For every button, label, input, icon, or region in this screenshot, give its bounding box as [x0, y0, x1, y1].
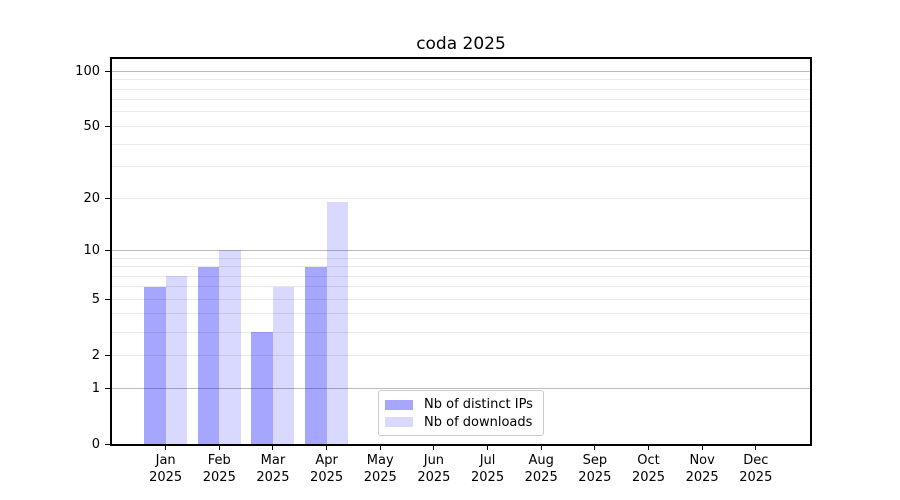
- bar-mar-distinct-ips: [251, 332, 273, 444]
- x-tick-sep: [594, 446, 596, 450]
- chart-title: coda 2025: [416, 34, 506, 54]
- legend-label-downloads: Nb of downloads: [424, 414, 533, 430]
- gridline-minor-4: [112, 313, 810, 315]
- bar-jan-downloads: [165, 276, 188, 444]
- gridline-minor-90: [112, 79, 810, 81]
- x-tick-oct: [648, 446, 649, 450]
- gridline-minor-50: [112, 125, 810, 127]
- gridline-minor-9: [112, 257, 810, 259]
- gridline-minor-70: [112, 99, 810, 101]
- x-tick-label-may: May 2025: [363, 453, 397, 485]
- x-tick-label-sep: Sep 2025: [578, 453, 612, 485]
- x-tick-jun: [433, 446, 435, 450]
- x-tick-nov: [701, 446, 703, 450]
- gridline-minor-80: [112, 88, 810, 90]
- gridline-minor-7: [112, 275, 810, 277]
- y-tick-2: [105, 354, 110, 356]
- gridline-minor-60: [112, 111, 810, 113]
- y-tick-label-50: 50: [83, 118, 100, 134]
- y-tick-label-0: 0: [91, 436, 100, 452]
- x-tick-label-aug: Aug 2025: [524, 453, 558, 485]
- y-tick-1: [105, 387, 110, 389]
- gridline-minor-30: [112, 166, 810, 168]
- y-tick-50: [105, 125, 110, 127]
- x-tick-label-nov: Nov 2025: [685, 453, 719, 485]
- gridline-minor-5: [112, 298, 810, 300]
- x-tick-aug: [540, 446, 542, 450]
- y-tick-10: [105, 249, 110, 251]
- y-tick-label-20: 20: [83, 190, 100, 206]
- x-tick-label-apr: Apr 2025: [310, 453, 344, 485]
- bar-apr-distinct-ips: [305, 266, 327, 444]
- gridline-minor-40: [112, 143, 810, 145]
- bar-feb-distinct-ips: [197, 266, 220, 444]
- bar-apr-downloads: [326, 202, 349, 444]
- legend: Nb of distinct IPs Nb of downloads: [378, 390, 544, 436]
- x-tick-label-mar: Mar 2025: [256, 453, 290, 485]
- x-tick-may: [379, 446, 381, 450]
- gridline-major-100: [112, 70, 810, 72]
- legend-swatch-distinct-ips: [385, 399, 413, 410]
- legend-swatch-downloads: [385, 417, 413, 428]
- x-tick-jul: [487, 446, 489, 450]
- x-tick-label-jul: Jul 2025: [471, 453, 505, 485]
- plot-area: 0 1 2 5 10 20 50 100 Dec 2025 Nov 2025 Oct 2025 Sep…: [75, 57, 812, 485]
- x-tick-jan: [165, 446, 167, 450]
- bar-mar-downloads: [272, 286, 295, 444]
- y-tick-5: [105, 298, 110, 300]
- y-tick-100: [105, 70, 110, 72]
- y-tick-label-10: 10: [83, 242, 100, 258]
- bar-feb-downloads: [219, 250, 241, 444]
- gridline-major-10: [112, 249, 810, 251]
- gridline-minor-6: [112, 286, 810, 288]
- gridline-minor-3: [112, 331, 810, 333]
- y-tick-label-1: 1: [91, 380, 100, 396]
- gridline-minor-8: [112, 266, 810, 267]
- y-tick-label-2: 2: [91, 347, 100, 363]
- y-tick-20: [105, 197, 110, 199]
- legend-item-distinct-ips: Nb of distinct IPs: [385, 396, 536, 414]
- x-tick-label-jan: Jan 2025: [149, 453, 183, 485]
- x-tick-label-dec: Dec 2025: [739, 453, 773, 485]
- x-tick-label-oct: Oct 2025: [631, 453, 666, 485]
- legend-label-distinct-ips: Nb of distinct IPs: [424, 397, 533, 413]
- gridline-major-1: [112, 387, 810, 389]
- y-tick-0: [105, 443, 110, 445]
- x-tick-mar: [272, 446, 274, 450]
- x-tick-dec: [755, 446, 757, 450]
- gridline-minor-20: [112, 197, 810, 199]
- bar-jan-distinct-ips: [144, 286, 166, 444]
- x-tick-feb: [218, 446, 220, 450]
- legend-item-downloads: Nb of downloads: [385, 414, 536, 432]
- gridline-minor-2: [112, 354, 810, 356]
- x-tick-label-feb: Feb 2025: [202, 453, 236, 485]
- y-tick-label-5: 5: [91, 291, 100, 307]
- y-tick-label-100: 100: [75, 63, 100, 79]
- x-tick-apr: [326, 446, 328, 450]
- x-tick-label-jun: Jun 2025: [417, 453, 451, 485]
